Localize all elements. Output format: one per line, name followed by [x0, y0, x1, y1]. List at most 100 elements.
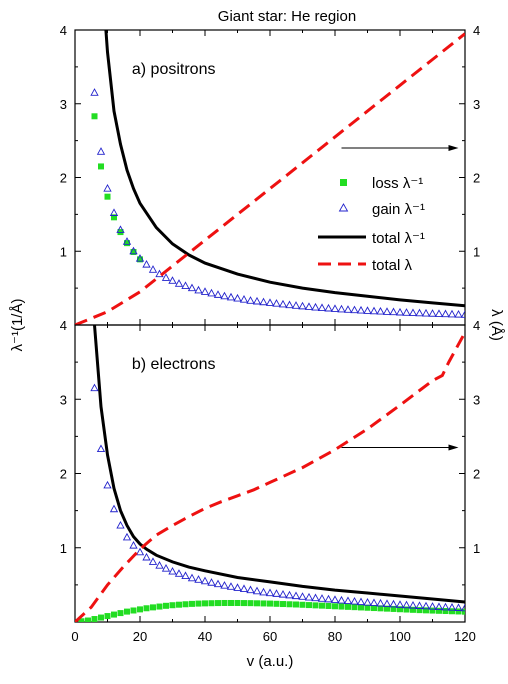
- loss-point-b: [449, 608, 455, 615]
- loss-point-b: [325, 602, 332, 609]
- loss-point-b: [78, 618, 85, 622]
- y-tick-label-left-b: 4: [60, 318, 67, 333]
- gain-point-a: [285, 300, 294, 309]
- gain-point-b: [200, 576, 210, 585]
- loss-point-a: [130, 248, 137, 255]
- gain-point-b: [395, 600, 405, 608]
- y-tick-label-left-a: 4: [60, 23, 67, 38]
- y-tick-label-left-b: 3: [60, 392, 67, 407]
- gain-point-a: [96, 147, 106, 155]
- gain-point-a: [148, 265, 158, 273]
- gain-point-b: [142, 552, 151, 561]
- gain-point-a: [220, 291, 229, 300]
- loss-point-b: [351, 604, 358, 611]
- loss-point-b: [371, 605, 377, 612]
- legend-gain: gain λ⁻¹: [372, 201, 425, 218]
- gain-point-a: [389, 307, 398, 316]
- legend-total-lambda: total λ: [372, 257, 413, 274]
- gain-point-a: [402, 308, 411, 316]
- gain-point-b: [194, 575, 203, 583]
- gain-point-b: [317, 594, 327, 602]
- panel-positrons: 1 2 3 4 1 2 3 4 a) positrons loss λ⁻¹ gain λ⁻¹ tota…: [60, 23, 480, 326]
- gain-point-b: [337, 595, 346, 604]
- loss-point-b: [345, 603, 351, 610]
- loss-point-b: [286, 601, 293, 608]
- loss-point-b: [260, 600, 267, 607]
- loss-point-b: [208, 600, 215, 607]
- loss-point-b: [104, 613, 111, 620]
- gain-point-b: [441, 602, 450, 611]
- gain-point-b: [460, 603, 465, 612]
- loss-point-b: [280, 601, 286, 608]
- gain-point-b: [90, 383, 99, 392]
- loss-point-b: [176, 601, 182, 608]
- y-tick-label-left-b: 2: [60, 467, 67, 482]
- panel-label-b: b) electrons: [132, 356, 216, 373]
- x-tick-label: 40: [198, 629, 212, 644]
- x-tick-label: 0: [71, 629, 78, 644]
- gain-point-a: [246, 296, 255, 304]
- y-tick-label-right-b: 4: [473, 318, 480, 333]
- gain-point-b: [181, 571, 190, 580]
- x-tick-label: 100: [389, 629, 411, 644]
- gain-point-a: [376, 306, 385, 315]
- panel-label-a: a) positrons: [132, 61, 216, 78]
- chart-title: Giant star: He region: [218, 8, 356, 25]
- series-line-total-b: [75, 331, 465, 622]
- gain-point-b: [285, 590, 294, 599]
- gain-point-a: [304, 302, 314, 310]
- gain-point-a: [109, 208, 119, 216]
- loss-point-b: [423, 607, 429, 614]
- loss-point-b: [189, 600, 195, 607]
- gain-point-a: [278, 299, 288, 308]
- gain-point-b: [408, 600, 418, 609]
- gain-point-a: [116, 225, 125, 233]
- loss-point-b: [202, 600, 208, 607]
- gain-point-a: [90, 88, 99, 96]
- loss-point-b: [98, 614, 104, 621]
- loss-point-b: [228, 599, 234, 606]
- y-left-axis-title: λ⁻¹(1/Å): [9, 299, 26, 352]
- x-tick-label: 120: [454, 629, 476, 644]
- gain-point-b: [174, 569, 184, 577]
- gain-point-b: [291, 591, 301, 600]
- loss-point-b: [455, 608, 462, 615]
- gain-point-b: [324, 594, 333, 603]
- loss-point-b: [377, 605, 384, 612]
- gain-point-a: [395, 307, 405, 316]
- loss-point-a: [137, 256, 143, 263]
- arrow-head-b: [448, 444, 459, 451]
- loss-point-b: [85, 617, 91, 622]
- gain-point-b: [226, 582, 236, 590]
- loss-point-b: [215, 600, 221, 607]
- gain-point-b: [402, 600, 411, 609]
- gain-point-a: [213, 290, 223, 298]
- loss-point-b: [306, 602, 312, 609]
- gain-point-b: [168, 566, 177, 575]
- gain-point-a: [168, 276, 177, 284]
- loss-point-b: [91, 616, 98, 622]
- y-tick-label-left-a: 1: [60, 244, 67, 259]
- loss-point-b: [241, 600, 247, 607]
- gain-point-b: [220, 581, 229, 589]
- y-tick-label-right-b: 3: [473, 392, 480, 407]
- series-line-total-a: [75, 32, 465, 325]
- gain-point-b: [246, 585, 255, 594]
- loss-point-b: [410, 606, 416, 613]
- gain-point-b: [376, 598, 385, 607]
- gain-point-b: [259, 587, 268, 596]
- y-tick-label-right-b: 2: [473, 467, 480, 482]
- loss-point-b: [358, 604, 364, 611]
- gain-point-a: [207, 288, 216, 297]
- loss-point-b: [293, 601, 299, 608]
- gain-point-b: [298, 592, 307, 600]
- gain-point-b: [213, 579, 223, 588]
- y-tick-label-right-b: 1: [473, 541, 480, 556]
- loss-point-a: [104, 193, 111, 200]
- gain-point-b: [265, 588, 275, 597]
- gain-point-b: [304, 592, 314, 601]
- gain-point-b: [96, 444, 106, 453]
- gain-point-b: [454, 603, 463, 611]
- gain-point-b: [239, 584, 249, 593]
- x-axis-title: v (a.u.): [247, 653, 294, 670]
